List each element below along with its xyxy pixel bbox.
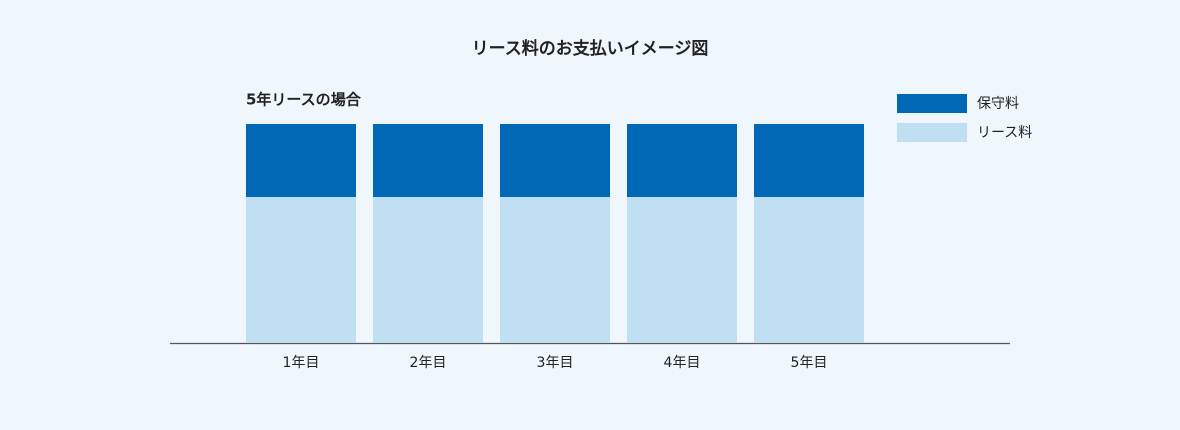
legend-label: 保守料 <box>977 96 1019 112</box>
x-tick-label: 4年目 <box>664 355 701 371</box>
bar-segment <box>373 197 483 343</box>
legend-label: リース料 <box>977 125 1032 141</box>
bar-segment <box>500 124 610 197</box>
bar-segment <box>246 124 356 197</box>
legend-swatch <box>897 94 967 113</box>
legend-swatch <box>897 123 967 142</box>
x-tick-label: 2年目 <box>410 355 447 371</box>
bar-segment <box>373 124 483 197</box>
bar-segment <box>246 197 356 343</box>
bar-segment <box>627 197 737 343</box>
chart-title: リース料のお支払いイメージ図 <box>472 38 709 59</box>
x-tick-label: 3年目 <box>537 355 574 371</box>
bar-segment <box>500 197 610 343</box>
bar-segment <box>754 124 864 197</box>
x-tick-label: 1年目 <box>283 355 320 371</box>
bar-segment <box>754 197 864 343</box>
chart-subtitle: 5年リースの場合 <box>246 91 362 109</box>
x-tick-label: 5年目 <box>791 355 828 371</box>
bar-segment <box>627 124 737 197</box>
